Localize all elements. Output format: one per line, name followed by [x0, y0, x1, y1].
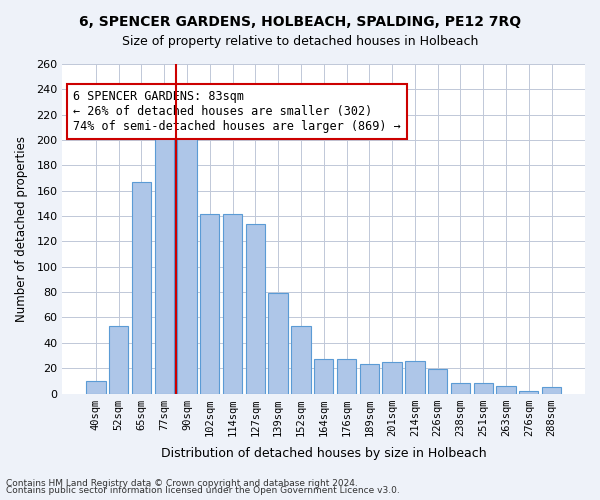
Text: 6, SPENCER GARDENS, HOLBEACH, SPALDING, PE12 7RQ: 6, SPENCER GARDENS, HOLBEACH, SPALDING, …: [79, 15, 521, 29]
Bar: [359, 364, 379, 394]
Bar: [291, 326, 311, 394]
Bar: [405, 360, 425, 394]
Bar: [451, 384, 470, 394]
Text: Size of property relative to detached houses in Holbeach: Size of property relative to detached ho…: [122, 35, 478, 48]
Y-axis label: Number of detached properties: Number of detached properties: [15, 136, 28, 322]
Bar: [496, 386, 515, 394]
Bar: [245, 224, 265, 394]
Bar: [200, 214, 220, 394]
Bar: [86, 381, 106, 394]
Bar: [155, 131, 174, 394]
Bar: [337, 360, 356, 394]
Text: 6 SPENCER GARDENS: 83sqm
← 26% of detached houses are smaller (302)
74% of semi-: 6 SPENCER GARDENS: 83sqm ← 26% of detach…: [73, 90, 401, 134]
Bar: [473, 384, 493, 394]
Bar: [178, 128, 197, 394]
Bar: [428, 370, 448, 394]
Bar: [542, 387, 561, 394]
Bar: [223, 214, 242, 394]
X-axis label: Distribution of detached houses by size in Holbeach: Distribution of detached houses by size …: [161, 447, 487, 460]
Bar: [519, 391, 538, 394]
Text: Contains HM Land Registry data © Crown copyright and database right 2024.: Contains HM Land Registry data © Crown c…: [6, 478, 358, 488]
Bar: [268, 294, 288, 394]
Bar: [109, 326, 128, 394]
Text: Contains public sector information licensed under the Open Government Licence v3: Contains public sector information licen…: [6, 486, 400, 495]
Bar: [314, 360, 334, 394]
Bar: [132, 182, 151, 394]
Bar: [382, 362, 402, 394]
